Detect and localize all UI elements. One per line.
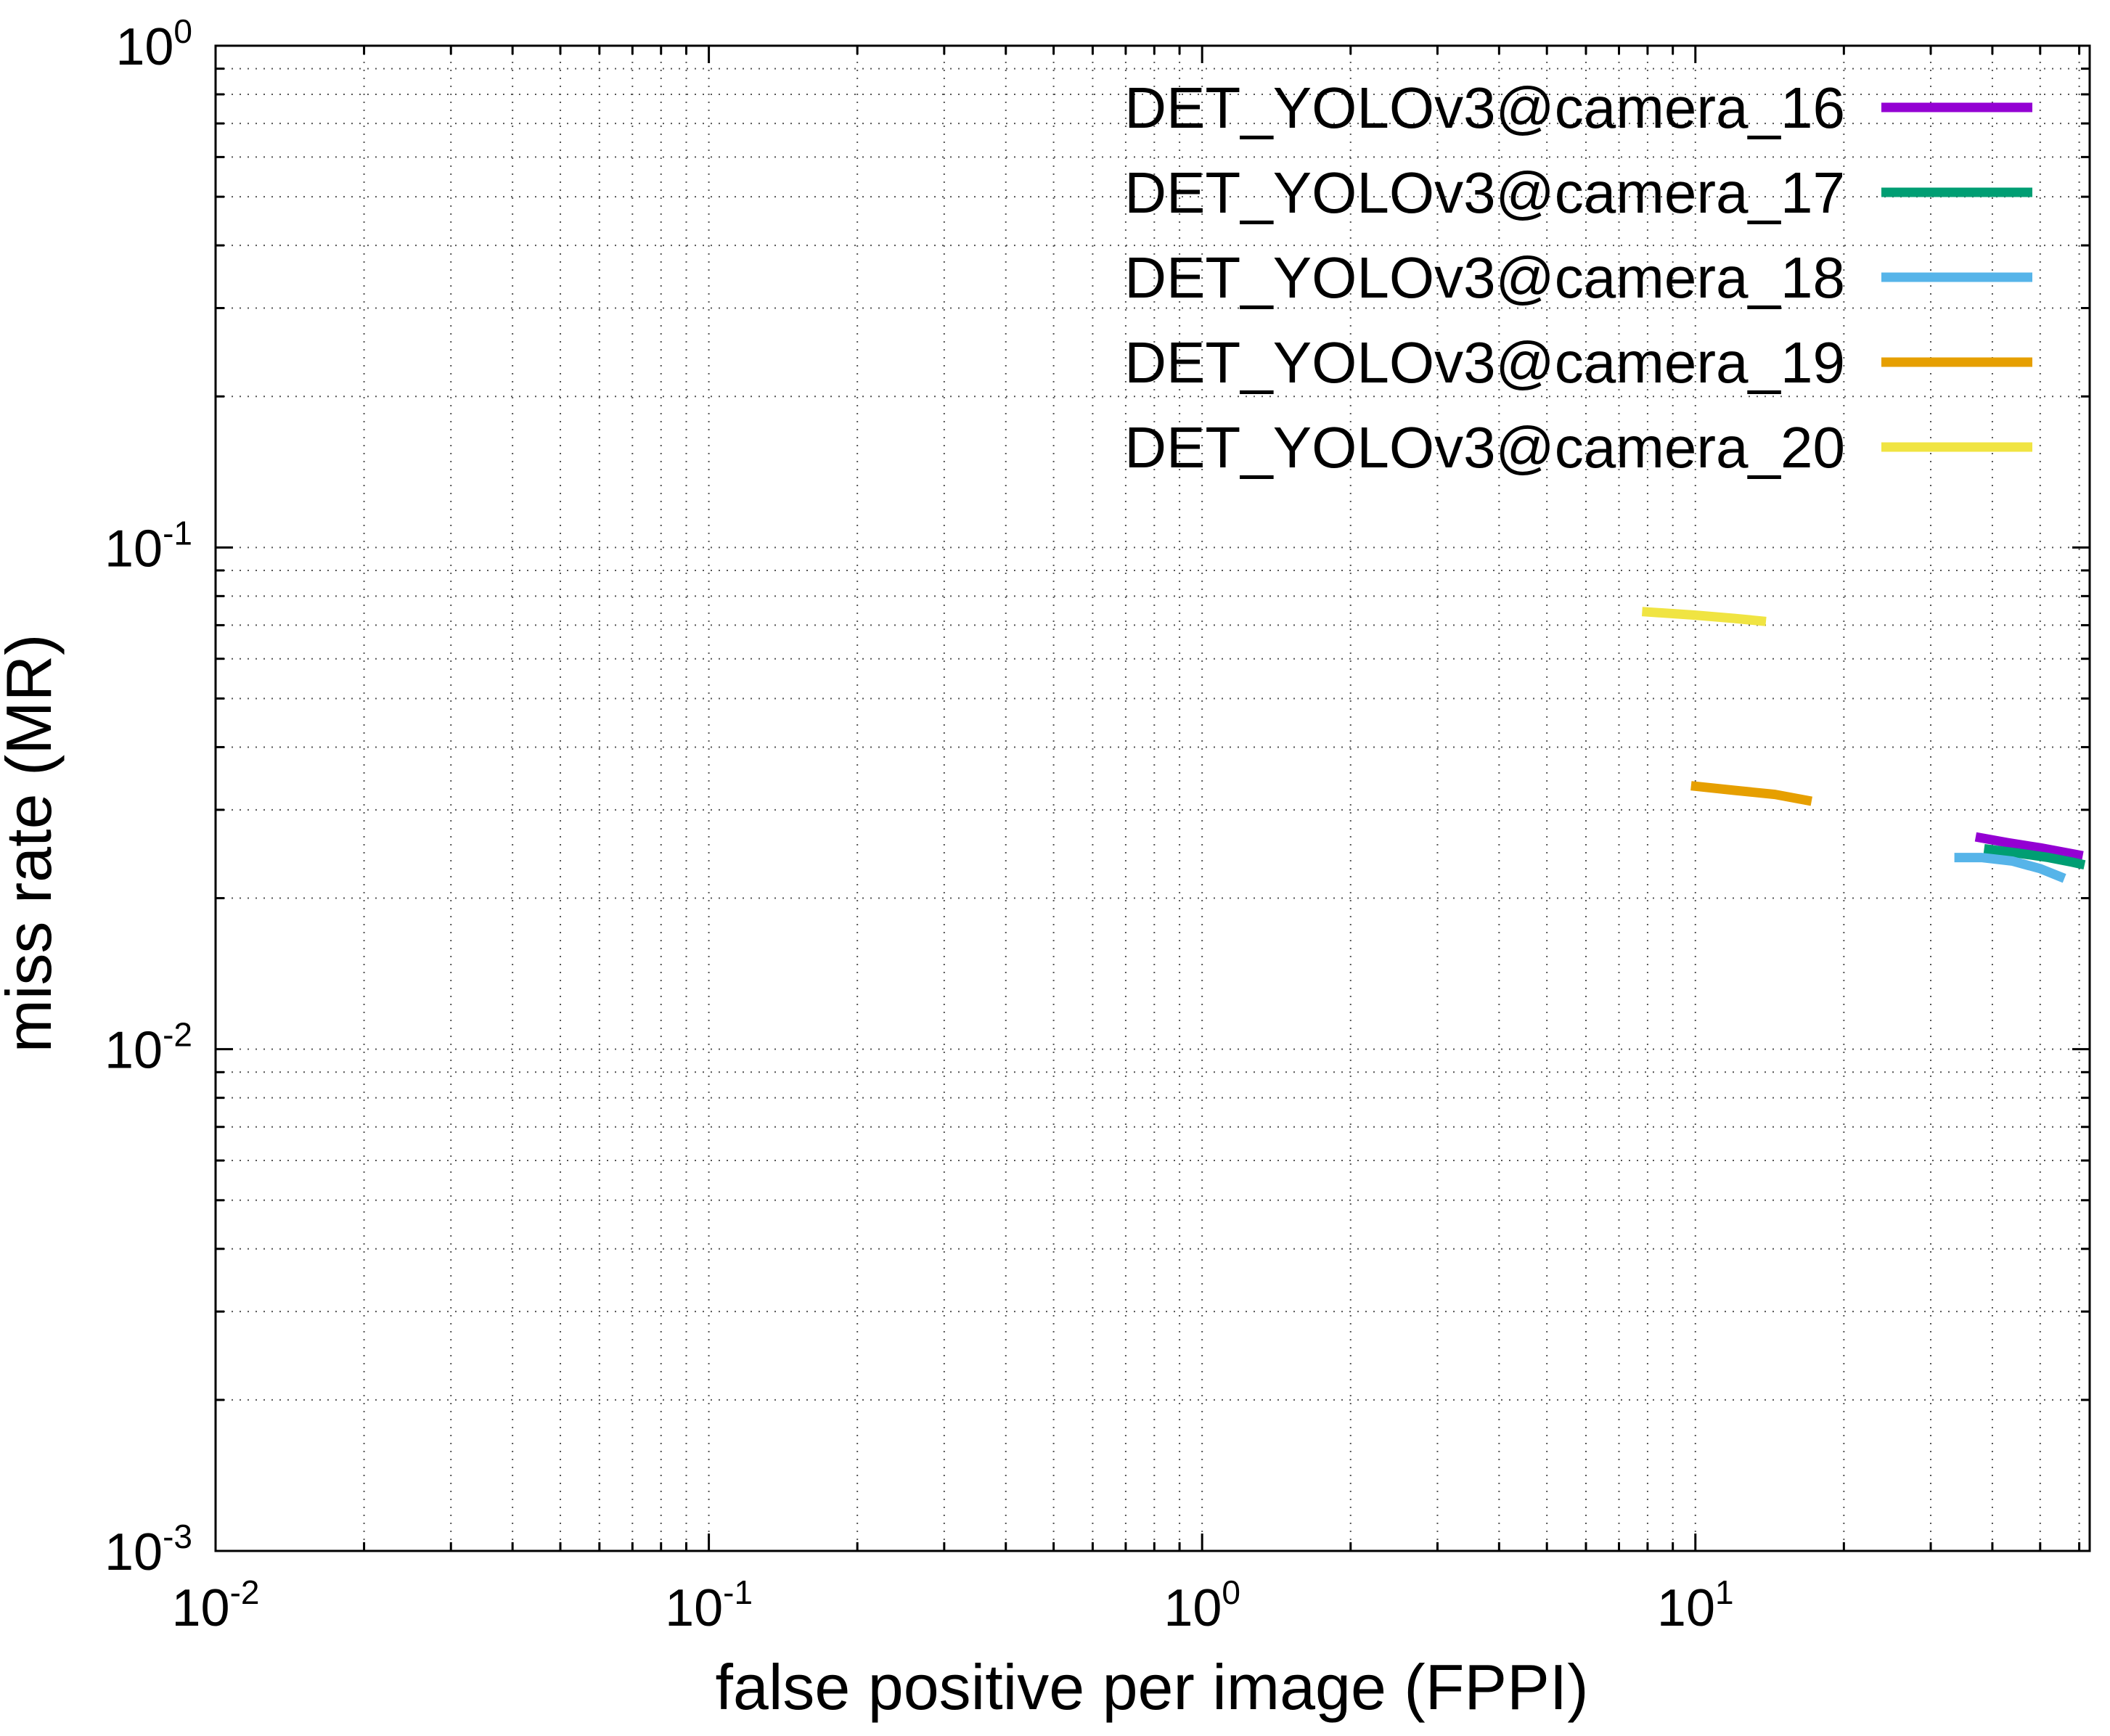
y-tick-label: 10-2: [105, 1016, 192, 1080]
tick-label-base: 10: [1657, 1579, 1715, 1637]
y-tick-label: 10-3: [105, 1518, 192, 1581]
tick-label-exponent: -3: [163, 1518, 192, 1555]
plot-frame: [214, 44, 2091, 1552]
tick-label-base: 10: [105, 1523, 163, 1581]
x-axis-title: false positive per image (FPPI): [715, 1651, 1588, 1723]
tick-label-exponent: 0: [1222, 1573, 1240, 1611]
x-tick-label: 10-1: [665, 1573, 753, 1637]
tick-label-base: 10: [172, 1579, 230, 1637]
legend-label: DET_YOLOv3@camera_20: [1124, 415, 1845, 480]
tick-label-base: 10: [115, 18, 173, 76]
tick-label-base: 10: [665, 1579, 723, 1637]
series-line: [1690, 781, 1812, 806]
tick-label-exponent: -1: [163, 514, 192, 552]
tick-label-exponent: -2: [230, 1573, 260, 1611]
legend-label: DET_YOLOv3@camera_16: [1124, 75, 1845, 140]
tick-label-base: 10: [1164, 1579, 1222, 1637]
grid-lines: [216, 46, 2090, 1551]
series-line: [1641, 607, 1767, 626]
series-layer: [1641, 607, 2086, 883]
legend-label: DET_YOLOv3@camera_18: [1124, 245, 1845, 310]
x-tick-label: 101: [1657, 1573, 1734, 1637]
tick-label-exponent: -2: [163, 1016, 192, 1054]
legend-label: DET_YOLOv3@camera_17: [1124, 160, 1845, 225]
x-tick-label: 10-2: [172, 1573, 260, 1637]
series-line: [1983, 843, 2086, 870]
x-tick-label: 100: [1164, 1573, 1240, 1637]
series-line: [1954, 853, 2066, 883]
x-axis-ticks: 10-2 10-1 100 101: [172, 46, 2081, 1637]
legend-label: DET_YOLOv3@camera_19: [1124, 330, 1845, 395]
tick-label-exponent: 1: [1715, 1573, 1734, 1611]
series-line: [1974, 832, 2084, 861]
tick-label-exponent: -1: [723, 1573, 753, 1611]
y-tick-label: 10-1: [105, 514, 192, 578]
tick-label-base: 10: [105, 520, 163, 578]
legend: DET_YOLOv3@camera_16 DET_YOLOv3@camera_17…: [1124, 75, 2032, 480]
tick-label-exponent: 0: [173, 12, 192, 50]
tick-label-base: 10: [105, 1022, 163, 1080]
y-axis-title: miss rate (MR): [0, 634, 65, 1053]
y-tick-label: 100: [115, 12, 192, 76]
